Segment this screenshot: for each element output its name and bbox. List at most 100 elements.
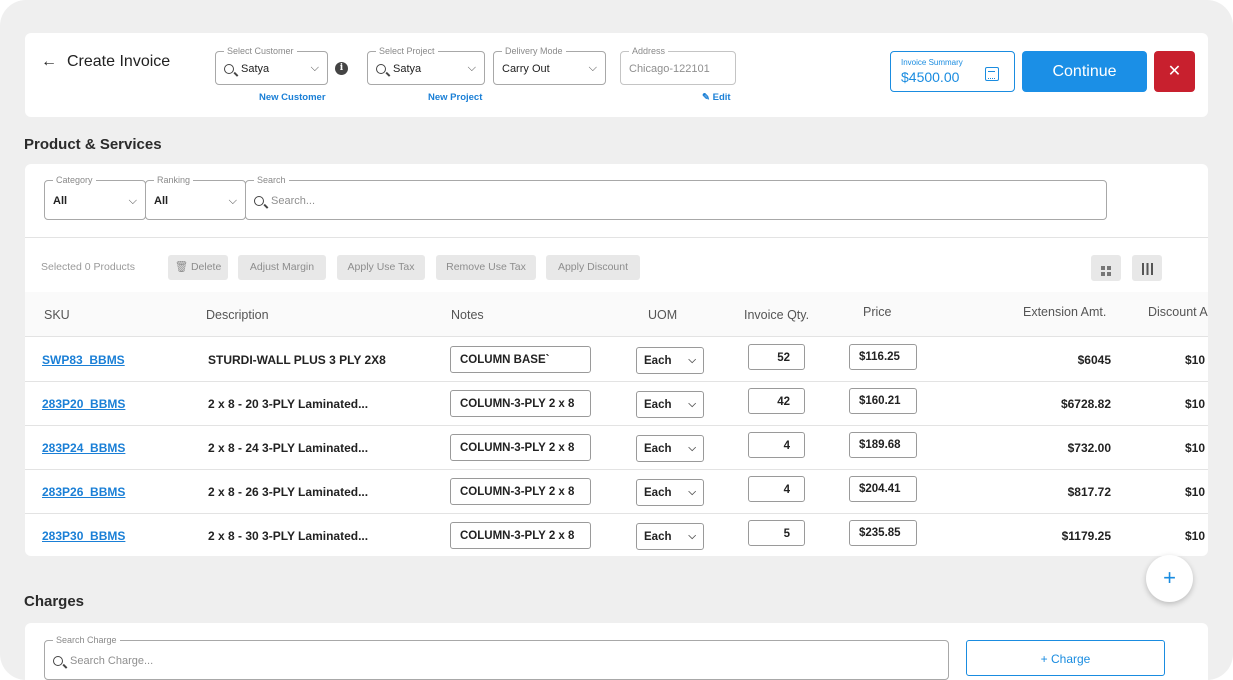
column-header[interactable]: Description: [206, 308, 269, 322]
chevron-down-icon: ⌵: [688, 531, 696, 542]
chevron-down-icon: ⌵: [688, 355, 696, 366]
description-cell: STURDI-WALL PLUS 3 PLY 2X8: [208, 353, 386, 367]
invoice-summary-button[interactable]: Invoice Summary $4500.00: [890, 51, 1015, 92]
extension-amount: $817.72: [1067, 485, 1111, 499]
uom-value: Each: [644, 487, 672, 499]
column-header[interactable]: Notes: [451, 308, 484, 322]
product-search-input[interactable]: Search Search...: [245, 174, 1107, 220]
customer-select[interactable]: Select Customer Satya ⌵: [215, 45, 328, 85]
new-customer-link[interactable]: New Customer: [259, 92, 326, 103]
address-label: Address: [629, 45, 669, 57]
add-charge-button[interactable]: + Charge: [966, 640, 1165, 676]
notes-input[interactable]: COLUMN-3-PLY 2 x 8: [450, 434, 591, 461]
uom-select[interactable]: Each ⌵: [636, 435, 704, 462]
delete-label: Delete: [190, 261, 222, 273]
chevron-down-icon: ⌵: [128, 195, 137, 207]
notes-input[interactable]: COLUMN BASE`: [450, 346, 591, 373]
uom-value: Each: [644, 355, 672, 367]
table-row: SWP83_BBMS STURDI-WALL PLUS 3 PLY 2X8 CO…: [25, 338, 1208, 382]
qty-input[interactable]: 52: [748, 344, 805, 370]
chevron-down-icon: ⌵: [688, 399, 696, 410]
columns-view-button[interactable]: [1132, 255, 1162, 281]
table-row: 283P30_BBMS 2 x 8 - 30 3-PLY Laminated..…: [25, 514, 1208, 556]
trash-icon: 🗑: [174, 261, 189, 273]
product-filters: Category All ⌵ Ranking All ⌵ Search Sear…: [25, 164, 1208, 238]
calculator-icon: [985, 67, 999, 81]
page-title: Create Invoice: [67, 53, 171, 70]
chevron-down-icon: ⌵: [588, 62, 597, 74]
price-input[interactable]: $160.21: [849, 388, 917, 414]
extension-amount: $732.00: [1067, 441, 1111, 455]
search-icon: [224, 64, 234, 74]
uom-select[interactable]: Each ⌵: [636, 479, 704, 506]
column-header[interactable]: Extension Amt.: [1023, 305, 1107, 319]
price-input[interactable]: $189.68: [849, 432, 917, 458]
search-placeholder: Search...: [271, 195, 316, 207]
price-input[interactable]: $116.25: [849, 344, 917, 370]
column-header[interactable]: SKU: [44, 308, 70, 322]
notes-input[interactable]: COLUMN-3-PLY 2 x 8: [450, 478, 591, 505]
description-cell: 2 x 8 - 20 3-PLY Laminated...: [208, 397, 369, 411]
add-fab-button[interactable]: +: [1146, 555, 1193, 602]
table-row: 283P24_BBMS 2 x 8 - 24 3-PLY Laminated..…: [25, 426, 1208, 470]
column-header[interactable]: Discount A: [1148, 305, 1208, 319]
uom-select[interactable]: Each ⌵: [636, 347, 704, 374]
sku-link[interactable]: SWP83_BBMS: [42, 353, 125, 367]
project-select-label: Select Project: [376, 45, 438, 57]
sku-link[interactable]: 283P26_BBMS: [42, 485, 126, 499]
close-button[interactable]: ✕: [1154, 51, 1195, 92]
description-cell: 2 x 8 - 24 3-PLY Laminated...: [208, 441, 369, 455]
delivery-mode-select[interactable]: Delivery Mode Carry Out ⌵: [493, 45, 606, 85]
qty-input[interactable]: 5: [748, 520, 805, 546]
info-icon[interactable]: i: [335, 62, 348, 75]
remove-use-tax-button[interactable]: Remove Use Tax: [436, 255, 536, 280]
sku-link[interactable]: 283P30_BBMS: [42, 529, 126, 543]
column-header[interactable]: Invoice Qty.: [744, 308, 810, 322]
qty-input[interactable]: 4: [748, 432, 805, 458]
apply-use-tax-button[interactable]: Apply Use Tax: [337, 255, 425, 280]
column-header[interactable]: UOM: [648, 308, 678, 322]
edit-address-link[interactable]: ✎ Edit: [702, 92, 731, 103]
uom-select[interactable]: Each ⌵: [636, 523, 704, 550]
notes-input[interactable]: COLUMN-3-PLY 2 x 8: [450, 522, 591, 549]
notes-input[interactable]: COLUMN-3-PLY 2 x 8: [450, 390, 591, 417]
columns-icon: [1142, 262, 1153, 275]
delete-button[interactable]: 🗑 Delete: [168, 255, 228, 280]
category-value: All: [53, 195, 68, 207]
uom-value: Each: [644, 443, 672, 455]
qty-input[interactable]: 42: [748, 388, 805, 414]
category-select[interactable]: Category All ⌵: [44, 174, 146, 220]
chevron-down-icon: ⌵: [467, 62, 476, 74]
column-header[interactable]: Price: [863, 305, 892, 319]
price-input[interactable]: $235.85: [849, 520, 917, 546]
continue-button[interactable]: Continue: [1022, 51, 1147, 92]
table-row: 283P26_BBMS 2 x 8 - 26 3-PLY Laminated..…: [25, 470, 1208, 514]
grid-icon: [1101, 263, 1111, 276]
discount-amount: $10: [1185, 397, 1206, 411]
charge-search-input[interactable]: Search Charge Search Charge...: [44, 634, 949, 680]
customer-select-label: Select Customer: [224, 45, 297, 57]
project-value: Satya: [393, 63, 422, 75]
sku-link[interactable]: 283P24_BBMS: [42, 441, 126, 455]
new-project-link[interactable]: New Project: [428, 92, 483, 103]
ranking-select[interactable]: Ranking All ⌵: [145, 174, 246, 220]
products-card: Category All ⌵ Ranking All ⌵ Search Sear…: [25, 164, 1208, 556]
chevron-down-icon: ⌵: [228, 195, 237, 207]
chevron-down-icon: ⌵: [688, 443, 696, 454]
table-header: SKU Description Notes UOM Invoice Qty. P…: [25, 292, 1208, 337]
address-field[interactable]: Address Chicago-122101: [620, 45, 736, 85]
price-input[interactable]: $204.41: [849, 476, 917, 502]
apply-discount-button[interactable]: Apply Discount: [546, 255, 640, 280]
chevron-down-icon: ⌵: [310, 62, 319, 74]
sku-link[interactable]: 283P20_BBMS: [42, 397, 126, 411]
grid-view-button[interactable]: [1091, 255, 1121, 281]
delivery-mode-label: Delivery Mode: [502, 45, 566, 57]
project-select[interactable]: Select Project Satya ⌵: [367, 45, 485, 85]
uom-select[interactable]: Each ⌵: [636, 391, 704, 418]
discount-amount: $10: [1185, 485, 1206, 499]
qty-input[interactable]: 4: [748, 476, 805, 502]
edit-address-label: Edit: [712, 92, 731, 103]
back-button[interactable]: ← Create Invoice: [41, 53, 170, 71]
pencil-icon: ✎: [702, 92, 710, 103]
adjust-margin-button[interactable]: Adjust Margin: [238, 255, 326, 280]
